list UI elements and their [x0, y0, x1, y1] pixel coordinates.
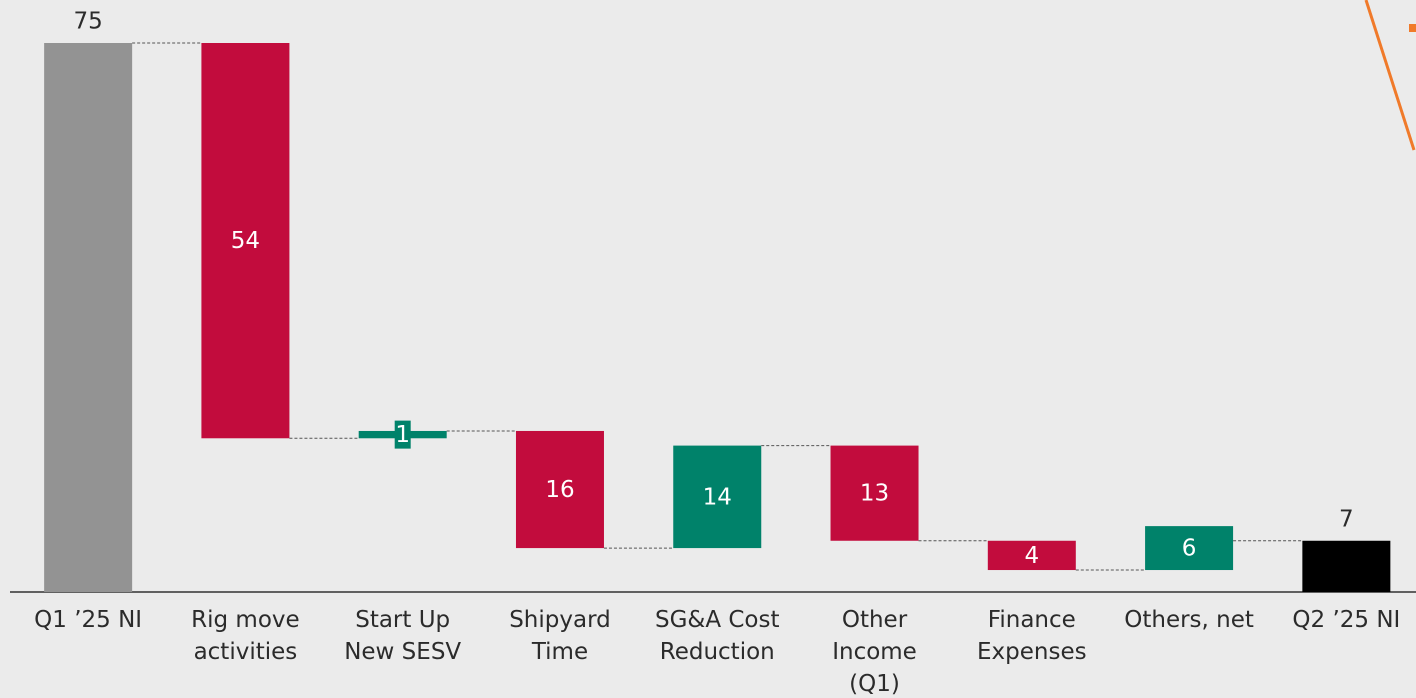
x-tick-label: SG&A Cost Reduction [655, 607, 780, 665]
label-line: Start Up [355, 607, 450, 633]
value-label: 4 [1024, 543, 1039, 569]
x-tick-label: Start Up New SESV [344, 607, 461, 665]
value-label: 13 [860, 481, 889, 507]
decoration [1364, 0, 1416, 151]
label-line: Finance [988, 607, 1076, 633]
bar [987, 540, 1076, 571]
label-line: Expenses [977, 639, 1087, 665]
bar [1302, 540, 1391, 592]
label-line: Rig move [191, 607, 300, 633]
label-line: (Q1) [849, 671, 900, 697]
label-line: Others, net [1124, 607, 1254, 633]
label-line: SG&A Cost [655, 607, 780, 633]
label-line: Shipyard [509, 607, 611, 633]
bar [673, 445, 762, 549]
value-label: 7 [1339, 506, 1354, 532]
x-tick-label: Rig move activities [191, 607, 300, 665]
label-line: Time [531, 639, 588, 665]
label-line: Reduction [660, 639, 775, 665]
label-line: New SESV [344, 639, 461, 665]
label-line: Income [832, 639, 917, 665]
value-label: 1 [395, 422, 410, 448]
x-tick-label: Others, net [1124, 607, 1254, 633]
x-tick-label: Other Income (Q1) [832, 607, 917, 697]
label-line: Q1 ’25 NI [34, 607, 142, 633]
x-tick-label: Shipyard Time [509, 607, 611, 665]
x-tick-label: Q1 ’25 NI [34, 607, 142, 633]
value-label: 54 [231, 228, 260, 254]
value-label: 16 [545, 477, 574, 503]
value-label: 75 [73, 9, 102, 35]
bar [201, 43, 290, 439]
decoration [1409, 24, 1416, 32]
bar [515, 430, 604, 549]
x-tick-label: Q2 ’25 NI [1292, 607, 1400, 633]
x-tick-label: Finance Expenses [977, 607, 1087, 665]
bar [44, 43, 133, 592]
label-line: Other [842, 607, 908, 633]
label-box [394, 420, 411, 449]
bar [830, 445, 919, 541]
value-label: 6 [1182, 536, 1197, 562]
bar [1145, 526, 1234, 571]
value-label: 14 [703, 484, 732, 510]
label-line: Q2 ’25 NI [1292, 607, 1400, 633]
label-line: activities [194, 639, 298, 665]
